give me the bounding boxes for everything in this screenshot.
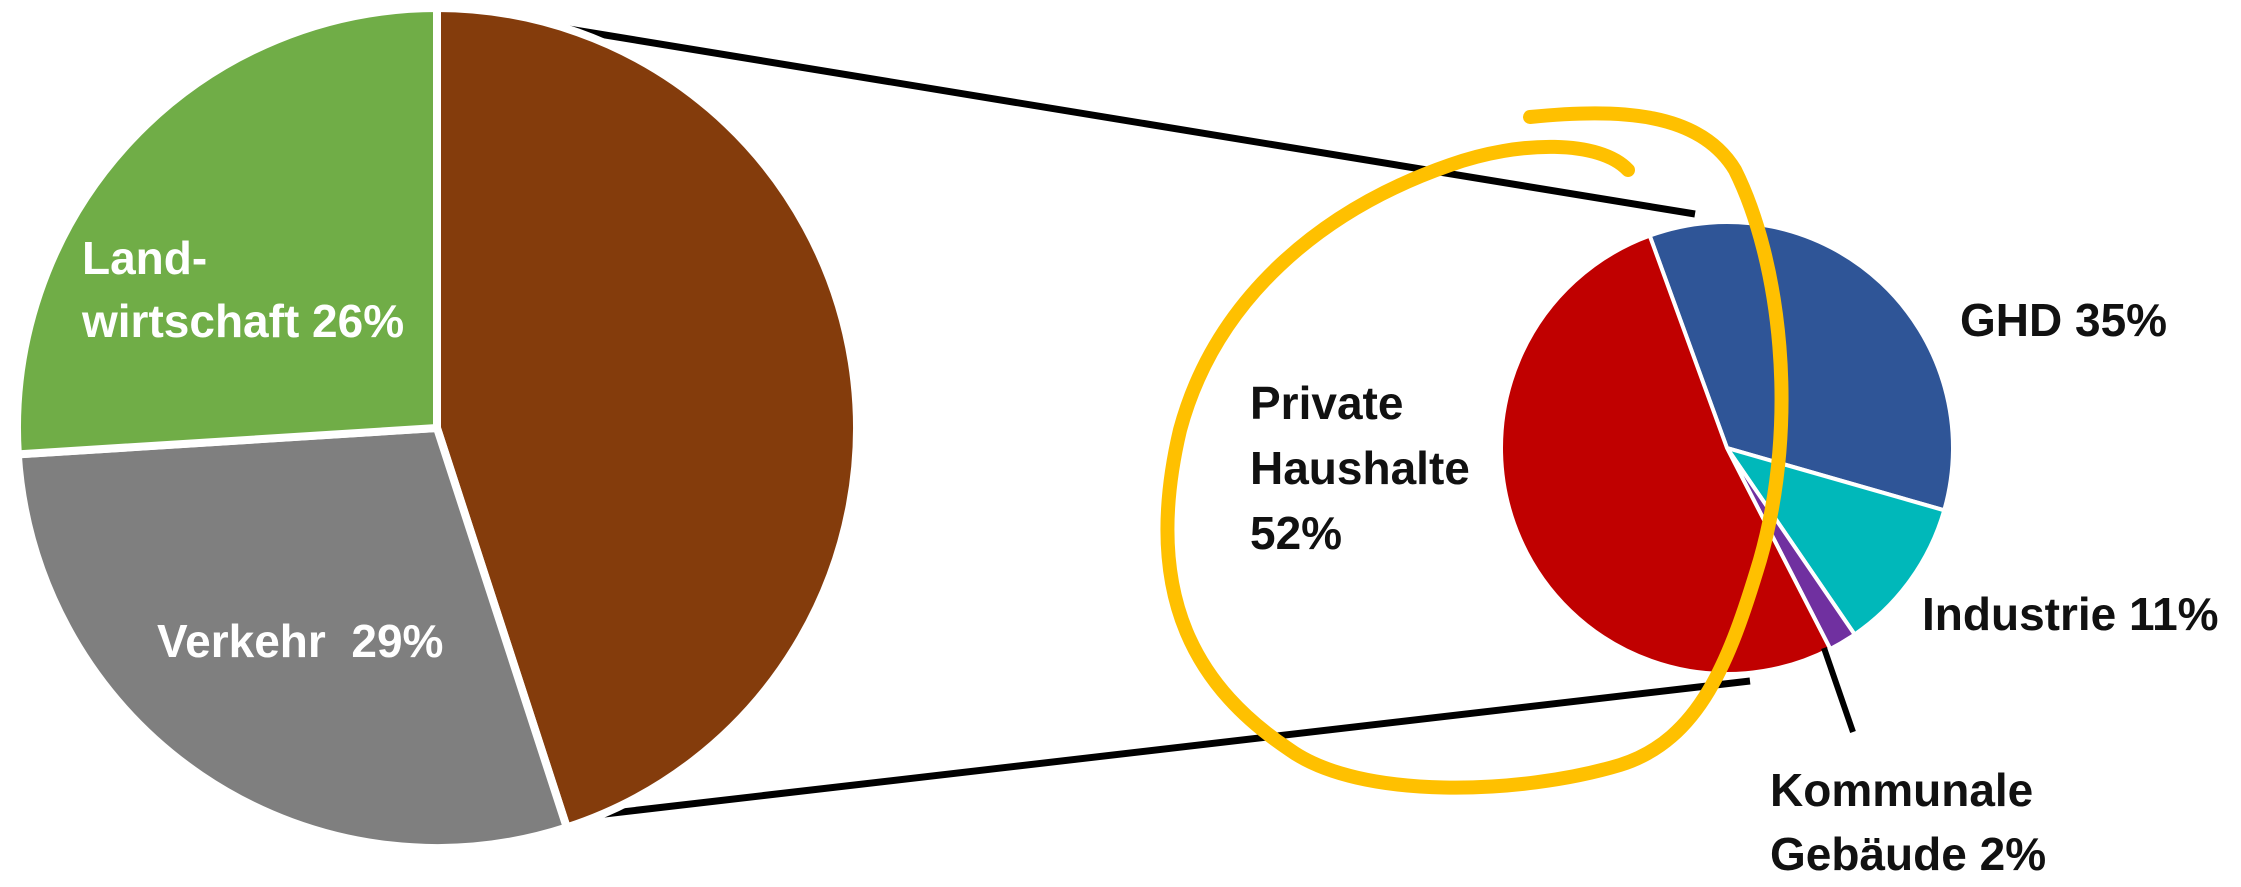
label-landwirtschaft-line1: Land- [82,232,207,284]
hand-drawn-loop-annotation [1160,106,1789,795]
main-pie-slice-landwirtschaft [13,4,441,459]
main-pie-slice-rest [433,4,861,832]
detail-pie-slice-private [1499,233,1833,676]
label-private-line3: 52% [1250,507,1342,559]
detail-pie [1499,220,1956,676]
main-pie [13,4,861,852]
label-verkehr: Verkehr 29% [157,615,443,667]
label-industrie: Industrie 11% [1922,588,2219,640]
leader-line-kommunale [1821,647,1856,733]
connector-line-bottom [569,677,1751,822]
main-pie-slice-verkehr [13,424,571,852]
label-ghd: GHD 35% [1960,294,2167,346]
label-landwirtschaft-line2: wirtschaft 26% [81,295,404,347]
label-private-line1: Private [1250,377,1403,429]
connector-line-top [464,8,1696,218]
label-private-line2: Haushalte [1250,442,1470,494]
label-kommunale-line2: Gebäude 2% [1770,828,2046,880]
label-kommunale-line1: Kommunale [1770,764,2033,816]
